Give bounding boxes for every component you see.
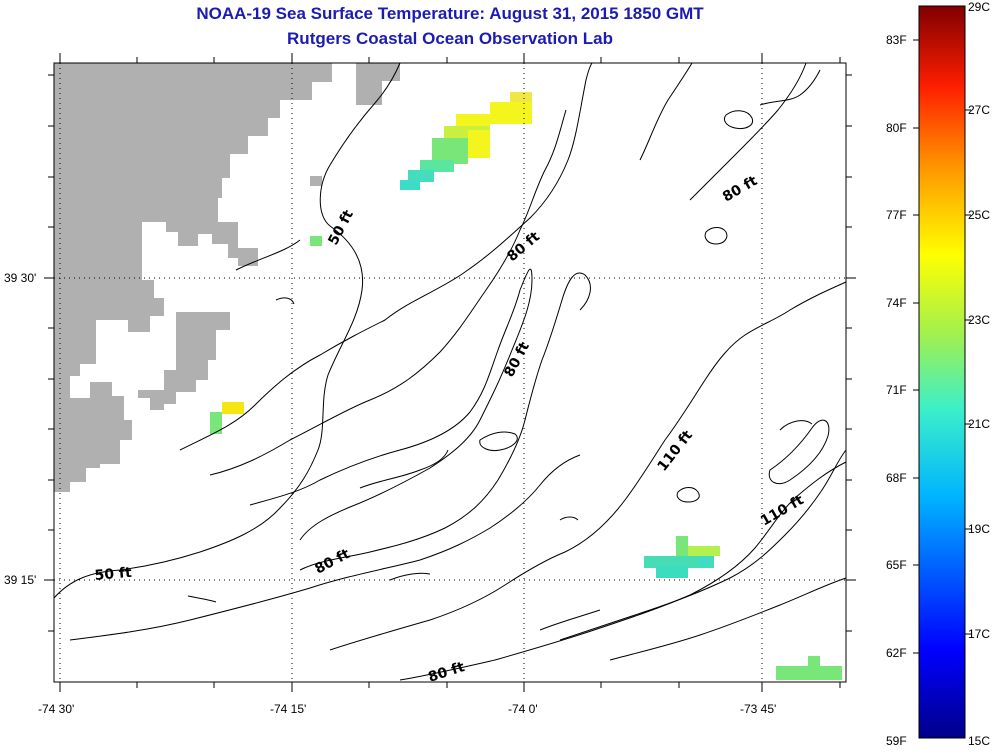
colorbar-c-label: 23C xyxy=(968,313,991,327)
colorbar-c-label: 15C xyxy=(968,734,991,748)
contour-label: 110 ft xyxy=(655,427,697,474)
map-subtitle: Rutgers Coastal Ocean Observation Lab xyxy=(287,29,613,48)
map-title: NOAA-19 Sea Surface Temperature: August … xyxy=(196,4,704,23)
colorbar-f-label: 65F xyxy=(886,558,907,572)
lat-label: 39 15' xyxy=(4,573,37,587)
colorbar-c-label: 25C xyxy=(968,208,991,222)
colorbar-f-label: 74F xyxy=(886,296,907,310)
colorbar xyxy=(913,5,971,739)
colorbar-c-label: 27C xyxy=(968,103,991,117)
contour-label: 80 ft xyxy=(720,173,760,206)
lon-label: -74 15' xyxy=(270,702,307,716)
colorbar-f-label: 77F xyxy=(886,208,907,222)
contour-label: 80 ft xyxy=(312,546,353,578)
contour-label: 50 ft xyxy=(94,565,133,584)
colorbar-f-label: 83F xyxy=(886,33,907,47)
lon-label: -73 45' xyxy=(740,702,777,716)
colorbar-c-label: 29C xyxy=(968,0,991,14)
bathymetry-contours xyxy=(53,62,847,681)
colorbar-f-label: 62F xyxy=(886,646,907,660)
plot-frame xyxy=(44,53,856,692)
contour-label: 50 ft xyxy=(325,207,357,248)
land-mask xyxy=(54,63,400,492)
contour-label: 80 ft xyxy=(504,229,543,265)
colorbar-f-label: 80F xyxy=(886,121,907,135)
lon-label: -74 30' xyxy=(38,702,75,716)
colorbar-f-label: 59F xyxy=(886,734,907,748)
contour-label: 80 ft xyxy=(501,339,533,380)
sst-pixels xyxy=(210,92,842,680)
colorbar-c-label: 21C xyxy=(968,417,991,431)
colorbar-f-label: 71F xyxy=(886,383,907,397)
contour-label: 110 ft xyxy=(758,492,807,529)
colorbar-c-label: 17C xyxy=(968,627,991,641)
colorbar-c-label: 19C xyxy=(968,522,991,536)
lat-label: 39 30' xyxy=(4,271,37,285)
colorbar-f-label: 68F xyxy=(886,471,907,485)
lon-label: -74 0' xyxy=(508,702,538,716)
